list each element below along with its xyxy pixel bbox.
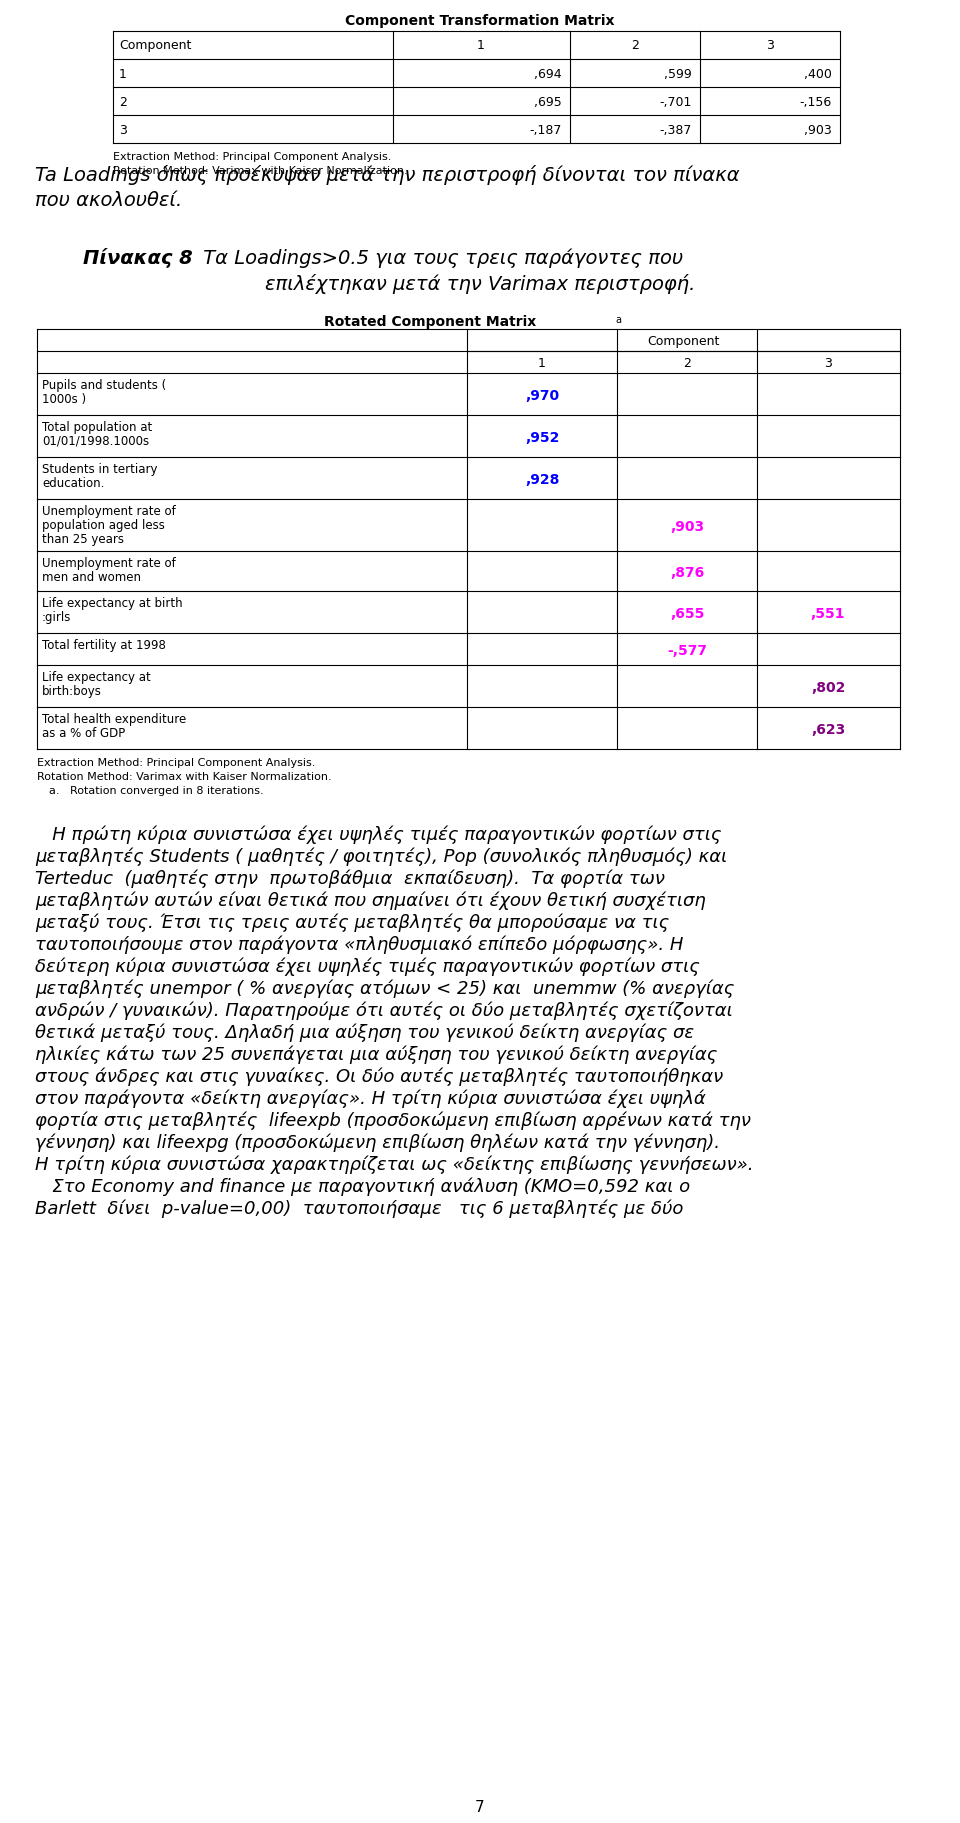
Text: Στο Economy and finance με παραγοντική ανάλυση (KMO=0,592 και ο: Στο Economy and finance με παραγοντική α… bbox=[35, 1178, 690, 1196]
Text: population aged less: population aged less bbox=[42, 520, 165, 532]
Text: Component: Component bbox=[647, 335, 719, 348]
Text: ,694: ,694 bbox=[535, 67, 562, 80]
Text: men and women: men and women bbox=[42, 571, 141, 583]
Text: education.: education. bbox=[42, 478, 105, 490]
Text: 2: 2 bbox=[631, 38, 639, 53]
Text: 3: 3 bbox=[119, 124, 127, 137]
Text: Barlett  δίνει  p-value=0,00)  ταυτοποιήσαμε   τις 6 μεταβλητές με δύο: Barlett δίνει p-value=0,00) ταυτοποιήσαμ… bbox=[35, 1200, 684, 1218]
Text: Extraction Method: Principal Component Analysis.: Extraction Method: Principal Component A… bbox=[113, 151, 392, 162]
Text: Life expectancy at: Life expectancy at bbox=[42, 671, 151, 684]
Text: Extraction Method: Principal Component Analysis.: Extraction Method: Principal Component A… bbox=[37, 758, 316, 767]
Text: 1000s ): 1000s ) bbox=[42, 392, 86, 407]
Text: Terteduc  (μαθητές στην  πρωτοβάθμια  εκπαίδευση).  Τα φορτία των: Terteduc (μαθητές στην πρωτοβάθμια εκπαί… bbox=[35, 870, 665, 888]
Text: Students in tertiary: Students in tertiary bbox=[42, 463, 157, 476]
Text: γέννηση) και lifeexpg (προσδοκώμενη επιβίωση θηλέων κατά την γέννηση).: γέννηση) και lifeexpg (προσδοκώμενη επιβ… bbox=[35, 1134, 720, 1152]
Text: Unemployment rate of: Unemployment rate of bbox=[42, 556, 176, 569]
Text: 3: 3 bbox=[824, 357, 832, 370]
Text: Total population at: Total population at bbox=[42, 421, 153, 434]
Text: 7: 7 bbox=[475, 1799, 485, 1814]
Text: Total fertility at 1998: Total fertility at 1998 bbox=[42, 638, 166, 651]
Text: 2: 2 bbox=[119, 97, 127, 109]
Text: που ακολουθεί.: που ακολουθεί. bbox=[35, 191, 182, 210]
Text: ,928: ,928 bbox=[525, 472, 559, 487]
Text: than 25 years: than 25 years bbox=[42, 532, 124, 545]
Text: Ta Loadings όπως προέκυψαν μετά την περιστροφή δίνονται τον πίνακα: Ta Loadings όπως προέκυψαν μετά την περι… bbox=[35, 164, 739, 184]
Text: δεύτερη κύρια συνιστώσα έχει υψηλές τιμές παραγοντικών φορτίων στις: δεύτερη κύρια συνιστώσα έχει υψηλές τιμέ… bbox=[35, 957, 700, 975]
Text: Rotation Method: Varimax with Kaiser Normalization.: Rotation Method: Varimax with Kaiser Nor… bbox=[37, 771, 331, 782]
Text: -,577: -,577 bbox=[667, 644, 707, 658]
Text: μεταβλητών αυτών είναι θετικά που σημαίνει ότι έχουν θετική συσχέτιση: μεταβλητών αυτών είναι θετικά που σημαίν… bbox=[35, 891, 706, 910]
Text: -,187: -,187 bbox=[530, 124, 562, 137]
Text: Η πρώτη κύρια συνιστώσα έχει υψηλές τιμές παραγοντικών φορτίων στις: Η πρώτη κύρια συνιστώσα έχει υψηλές τιμέ… bbox=[35, 826, 722, 844]
Text: 1: 1 bbox=[538, 357, 546, 370]
Text: μεταξύ τους. Έτσι τις τρεις αυτές μεταβλητές θα μπορούσαμε να τις: μεταξύ τους. Έτσι τις τρεις αυτές μεταβλ… bbox=[35, 913, 669, 932]
Text: επιλέχτηκαν μετά την Varimax περιστροφή.: επιλέχτηκαν μετά την Varimax περιστροφή. bbox=[265, 273, 695, 294]
Text: as a % of GDP: as a % of GDP bbox=[42, 727, 125, 740]
Text: ,551: ,551 bbox=[811, 607, 845, 620]
Text: ,802: ,802 bbox=[811, 680, 845, 695]
Text: -,701: -,701 bbox=[660, 97, 692, 109]
Text: ,655: ,655 bbox=[670, 607, 705, 620]
Text: Rotated Component Matrix: Rotated Component Matrix bbox=[324, 315, 536, 328]
Text: στους άνδρες και στις γυναίκες. Οι δύο αυτές μεταβλητές ταυτοποιήθηκαν: στους άνδρες και στις γυναίκες. Οι δύο α… bbox=[35, 1068, 723, 1087]
Text: Rotation Method: Varimax with Kaiser Normalization.: Rotation Method: Varimax with Kaiser Nor… bbox=[113, 166, 408, 175]
Text: Life expectancy at birth: Life expectancy at birth bbox=[42, 596, 182, 609]
Text: ,970: ,970 bbox=[525, 388, 559, 403]
Text: a: a bbox=[615, 315, 621, 324]
Text: Πίνακας 8: Πίνακας 8 bbox=[84, 248, 193, 268]
Text: ,903: ,903 bbox=[670, 520, 704, 534]
Text: -,387: -,387 bbox=[660, 124, 692, 137]
Text: -,156: -,156 bbox=[800, 97, 832, 109]
Text: Total health expenditure: Total health expenditure bbox=[42, 713, 186, 726]
Text: ταυτοποιήσουμε στον παράγοντα «πληθυσμιακό επίπεδο μόρφωσης». Η: ταυτοποιήσουμε στον παράγοντα «πληθυσμια… bbox=[35, 935, 684, 953]
Text: 3: 3 bbox=[766, 38, 774, 53]
Text: ηλικίες κάτω των 25 συνεπάγεται μια αύξηση του γενικού δείκτη ανεργίας: ηλικίες κάτω των 25 συνεπάγεται μια αύξη… bbox=[35, 1045, 717, 1065]
Text: 01/01/1998.1000s: 01/01/1998.1000s bbox=[42, 434, 149, 448]
Text: ,599: ,599 bbox=[664, 67, 692, 80]
Text: μεταβλητές unempor ( % ανεργίας ατόμων < 25) και  unemmw (% ανεργίας: μεταβλητές unempor ( % ανεργίας ατόμων <… bbox=[35, 979, 734, 997]
Text: Unemployment rate of: Unemployment rate of bbox=[42, 505, 176, 518]
Text: ,400: ,400 bbox=[804, 67, 832, 80]
Text: ,623: ,623 bbox=[811, 722, 845, 736]
Text: φορτία στις μεταβλητές  lifeexpb (προσδοκώμενη επιβίωση αρρένων κατά την: φορτία στις μεταβλητές lifeexpb (προσδοκ… bbox=[35, 1112, 751, 1130]
Text: a.   Rotation converged in 8 iterations.: a. Rotation converged in 8 iterations. bbox=[49, 786, 264, 795]
Text: ,876: ,876 bbox=[670, 565, 704, 580]
Text: ,695: ,695 bbox=[535, 97, 562, 109]
Text: 2: 2 bbox=[684, 357, 691, 370]
Text: Component: Component bbox=[119, 38, 191, 53]
Text: Component Transformation Matrix: Component Transformation Matrix bbox=[346, 15, 614, 27]
Text: Pupils and students (: Pupils and students ( bbox=[42, 379, 166, 392]
Text: birth:boys: birth:boys bbox=[42, 685, 102, 698]
Text: 1: 1 bbox=[119, 67, 127, 80]
Text: ,903: ,903 bbox=[804, 124, 832, 137]
Text: 1: 1 bbox=[477, 38, 485, 53]
Text: :girls: :girls bbox=[42, 611, 71, 623]
Text: στον παράγοντα «δείκτη ανεργίας». Η τρίτη κύρια συνιστώσα έχει υψηλά: στον παράγοντα «δείκτη ανεργίας». Η τρίτ… bbox=[35, 1090, 706, 1108]
Text: ανδρών / γυναικών). Παρατηρούμε ότι αυτές οι δύο μεταβλητές σχετίζονται: ανδρών / γυναικών). Παρατηρούμε ότι αυτέ… bbox=[35, 1001, 732, 1019]
Text: θετικά μεταξύ τους. Δηλαδή μια αύξηση του γενικού δείκτη ανεργίας σε: θετικά μεταξύ τους. Δηλαδή μια αύξηση το… bbox=[35, 1023, 694, 1043]
Text: Tα Loadings>0.5 για τους τρεις παράγοντες που: Tα Loadings>0.5 για τους τρεις παράγοντε… bbox=[197, 248, 684, 268]
Text: Η τρίτη κύρια συνιστώσα χαρακτηρίζεται ως «δείκτης επιβίωσης γεννήσεων».: Η τρίτη κύρια συνιστώσα χαρακτηρίζεται ω… bbox=[35, 1156, 754, 1174]
Text: ,952: ,952 bbox=[525, 430, 559, 445]
Text: μεταβλητές Students ( μαθητές / φοιτητές), Pop (συνολικός πληθυσμός) και: μεταβλητές Students ( μαθητές / φοιτητές… bbox=[35, 848, 728, 866]
